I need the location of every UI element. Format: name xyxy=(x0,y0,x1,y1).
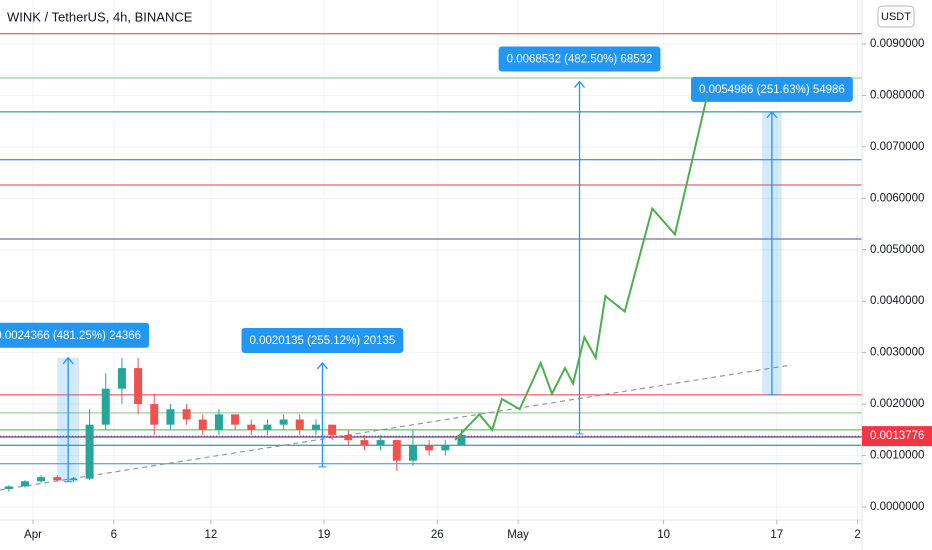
projection-line xyxy=(454,95,709,441)
candle-body xyxy=(392,440,401,461)
measure-label: 0.0068532 (482.50%) 68532 xyxy=(507,54,653,66)
y-tick-label: 0.0010000 xyxy=(870,450,924,462)
candle-body xyxy=(4,486,13,489)
axes: 0.0000000 0.0010000 0.0020000 0.0030000 0.00… xyxy=(24,38,932,541)
plot-area: 0.0024366 (481.25%) 24366 0.0020135 (255.… xyxy=(0,0,862,520)
candle-body xyxy=(53,477,62,481)
candle-body xyxy=(408,445,417,461)
candle-body xyxy=(328,424,337,435)
candle-body xyxy=(214,414,223,430)
trend-line xyxy=(0,364,792,491)
measure-label: 0.0020135 (255.12%) 20135 xyxy=(250,335,396,347)
candle-body xyxy=(101,388,110,425)
x-tick-label: 17 xyxy=(770,529,783,541)
x-tick-label: Apr xyxy=(24,529,42,541)
y-tick-label: 0.0050000 xyxy=(870,244,924,256)
arrow-head xyxy=(62,356,74,365)
candle-body xyxy=(441,445,450,451)
arrow-head xyxy=(574,80,586,88)
candle-body xyxy=(311,424,320,430)
measure-label-box xyxy=(0,322,150,348)
y-tick-label: 0.0000000 xyxy=(870,501,924,513)
candle-body xyxy=(247,424,256,430)
candle-body xyxy=(344,434,353,441)
measure-label: 0.0024366 (481.25%) 24366 xyxy=(0,330,141,342)
arrow-head xyxy=(766,110,778,119)
candle-body xyxy=(231,414,240,425)
x-tick-label: 26 xyxy=(431,529,444,541)
x-tick-label: 6 xyxy=(111,529,117,541)
x-tick-label: May xyxy=(507,529,529,541)
chart-title: WINK / TetherUS, 4h, BINANCE xyxy=(7,9,193,24)
candle-body xyxy=(69,478,78,481)
candle-body xyxy=(198,419,207,430)
measure-label-box xyxy=(691,76,853,102)
y-tick-label: 0.0070000 xyxy=(870,141,924,153)
y-tick-label: 0.0080000 xyxy=(870,89,924,101)
candle-body xyxy=(360,440,369,446)
measure-label-box xyxy=(498,46,661,72)
candle-body xyxy=(457,434,466,446)
x-tick-label: 12 xyxy=(204,529,217,541)
last-price-box xyxy=(862,426,932,447)
y-tick-label: 0.0020000 xyxy=(870,398,924,410)
y-tick-label: 0.0040000 xyxy=(870,295,924,307)
candle-body xyxy=(295,419,304,430)
y-tick-label: 0.0060000 xyxy=(870,192,924,204)
measure-label-box xyxy=(241,327,404,353)
candle-body xyxy=(425,445,434,451)
x-tick-label: 10 xyxy=(657,529,670,541)
x-tick-label: 19 xyxy=(318,529,331,541)
candle-body xyxy=(85,424,94,479)
y-tick-label: 0.0030000 xyxy=(870,347,924,359)
candle-body xyxy=(182,409,191,420)
arrow-head xyxy=(316,361,328,370)
candle-body xyxy=(37,477,46,482)
x-tick-label: 2 xyxy=(854,529,860,541)
last-price-label: 0.0013776 xyxy=(870,430,924,442)
currency-box[interactable] xyxy=(877,5,915,28)
y-tick-label: 0.0090000 xyxy=(870,38,924,50)
candle-body xyxy=(376,440,385,446)
candle-body xyxy=(263,424,272,430)
candle-body xyxy=(166,409,175,425)
candle-body xyxy=(134,368,143,405)
candle-body xyxy=(117,368,126,389)
currency-label[interactable]: USDT xyxy=(881,11,911,23)
candle-body xyxy=(150,404,159,425)
measure-label: 0.0054986 (251.63%) 54986 xyxy=(699,84,845,96)
candle-body xyxy=(20,481,29,487)
candle-body xyxy=(279,419,288,425)
